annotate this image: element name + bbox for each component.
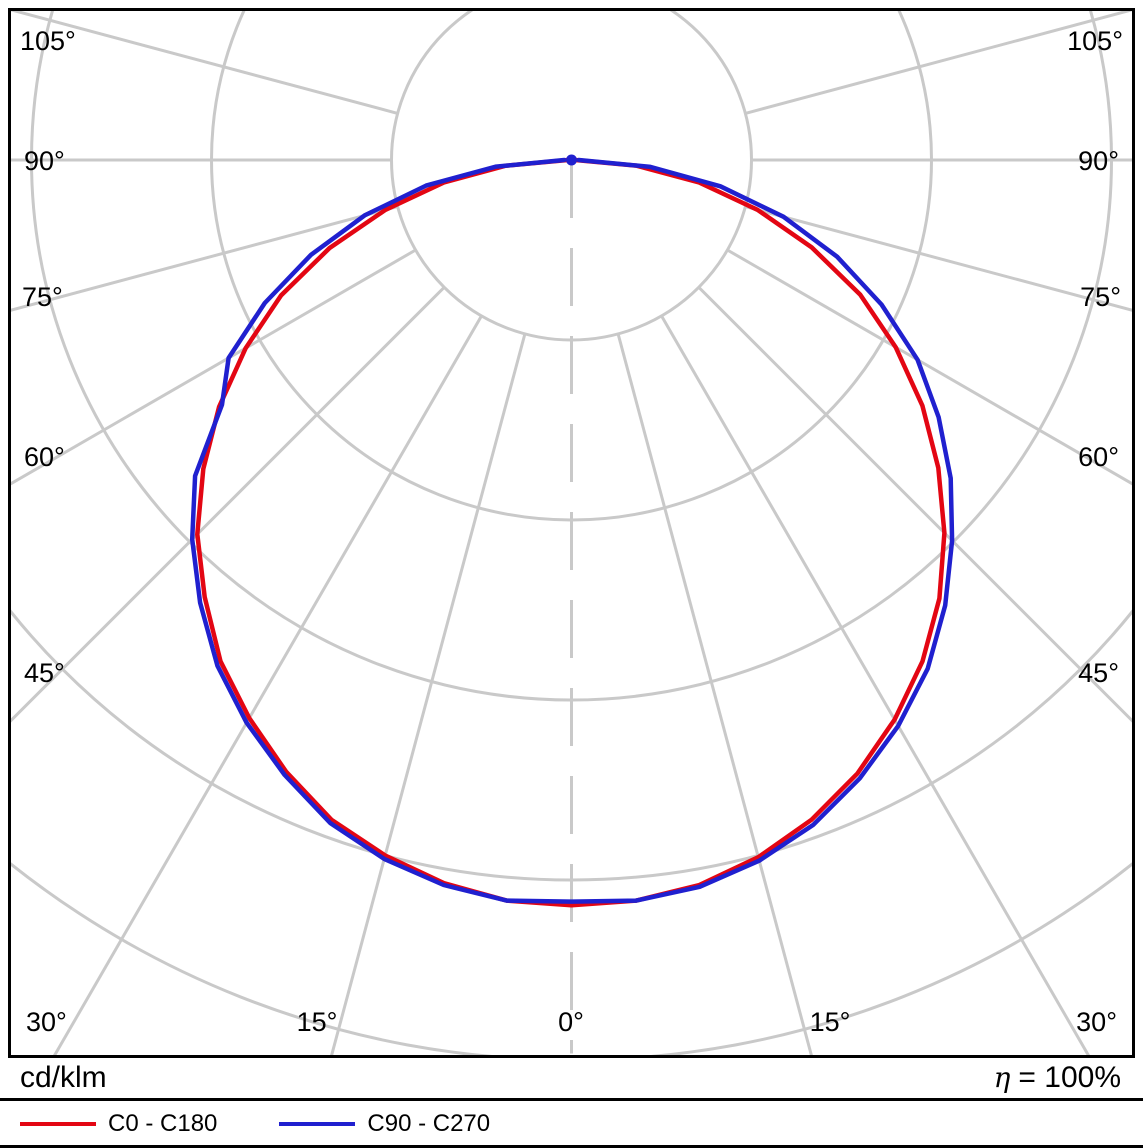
angle-label: 60° [24,442,65,472]
polar-plot: 105° 90° 75° 60° 45° 30° 15° 0° 15° 30° 45° 60° 75° 9… [0,0,1143,1060]
angle-label: 15° [297,1007,338,1037]
eta-symbol: η [994,1061,1011,1095]
center-dot [566,155,577,166]
angle-label: 30° [1076,1007,1117,1037]
angle-label: 105° [1067,26,1123,56]
angle-label: 75° [1080,282,1121,312]
angle-label: 45° [1078,658,1119,688]
legend-label: C0 - C180 [108,1110,217,1138]
angle-label: 90° [24,146,65,176]
angle-label: 15° [810,1007,851,1037]
eta-value: = 100% [1018,1061,1121,1095]
efficiency-label: η = 100% [994,1061,1121,1095]
unit-label: cd/klm [20,1061,107,1095]
footer: cd/klm η = 100% C0 - C180 C90 - C270 [0,1060,1143,1148]
legend-label: C90 - C270 [367,1110,490,1138]
legend-swatch [279,1122,355,1126]
angle-label: 90° [1078,146,1119,176]
angle-label: 105° [20,26,76,56]
angle-label: 30° [26,1007,67,1037]
angle-label: 0° [558,1007,584,1037]
legend-item: C90 - C270 [279,1110,490,1138]
angle-label: 45° [24,658,65,688]
footer-top-row: cd/klm η = 100% [0,1060,1143,1095]
legend-swatch [20,1122,96,1126]
angle-label: 75° [22,282,63,312]
angle-label: 60° [1078,442,1119,472]
legend-item: C0 - C180 [20,1110,217,1138]
legend: C0 - C180 C90 - C270 [0,1101,1143,1145]
